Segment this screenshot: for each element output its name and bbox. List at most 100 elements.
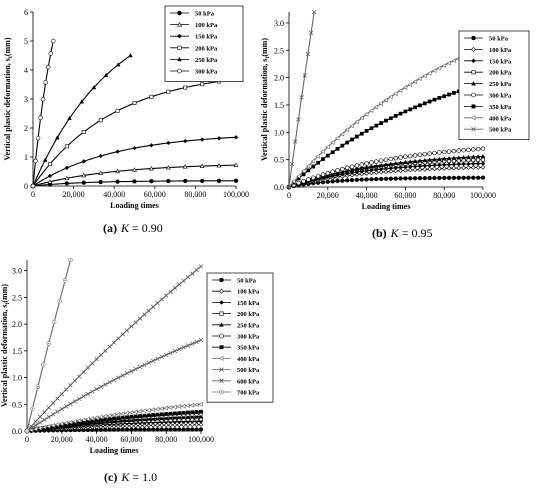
legend-label: 600 kPa [237, 378, 260, 385]
data-point [471, 175, 476, 180]
data-point [98, 170, 104, 175]
data-point [344, 127, 350, 133]
data-point [359, 171, 365, 177]
data-point [63, 420, 68, 426]
data-point [189, 414, 195, 419]
y-tick-label: 0.5 [12, 400, 22, 409]
data-point [290, 162, 295, 167]
data-point [98, 384, 104, 389]
data-point [89, 416, 95, 421]
data-point [64, 165, 70, 171]
data-point [373, 170, 379, 175]
data-point [190, 427, 195, 432]
legend-label: 500 kPa [489, 127, 512, 134]
data-point [398, 165, 403, 170]
data-point [168, 415, 173, 420]
data-point [37, 420, 43, 425]
x-tick-label: 80,000 [184, 190, 206, 199]
data-point [388, 176, 394, 181]
data-point [98, 352, 104, 358]
data-point [128, 53, 133, 58]
data-point [194, 339, 199, 345]
data-point [177, 411, 182, 415]
data-point [181, 278, 186, 283]
data-point [137, 423, 143, 428]
data-point [138, 414, 142, 418]
data-point [451, 155, 457, 160]
data-point [173, 411, 177, 416]
legend-marker [219, 311, 224, 316]
data-point [296, 180, 301, 186]
data-point [480, 164, 486, 170]
data-point [133, 427, 138, 432]
data-point [132, 101, 137, 105]
data-point [301, 179, 306, 184]
data-point [432, 150, 437, 156]
data-point [311, 164, 316, 169]
data-point [325, 170, 330, 176]
data-point [422, 175, 427, 181]
data-point [305, 163, 311, 169]
data-point [461, 158, 466, 163]
data-point [164, 352, 169, 358]
data-point [456, 155, 462, 160]
data-point [451, 148, 457, 154]
data-point [43, 80, 48, 85]
data-point [403, 109, 408, 114]
data-point [374, 123, 379, 128]
data-point [388, 161, 394, 166]
y-tick-label: 6 [24, 8, 28, 17]
data-point [124, 328, 130, 333]
legend-marker [219, 277, 224, 283]
data-point [446, 60, 451, 66]
data-point [432, 163, 437, 168]
data-point [403, 164, 408, 170]
data-point [35, 136, 41, 141]
data-point [30, 406, 35, 411]
data-point [320, 172, 326, 177]
legend-label: 100 kPa [195, 22, 218, 29]
data-point [194, 414, 199, 419]
data-point [172, 422, 178, 428]
legend-label: 50 kPa [237, 278, 257, 285]
data-point [340, 143, 345, 148]
data-point [233, 162, 239, 167]
data-point [172, 415, 178, 420]
data-point [168, 411, 173, 416]
data-point [151, 358, 156, 363]
data-point [168, 422, 173, 428]
data-point [359, 165, 365, 171]
data-point [111, 340, 117, 345]
data-point [164, 412, 169, 416]
data-point [330, 169, 335, 174]
data-point [340, 178, 345, 183]
y-tick-label: 1.0 [12, 374, 22, 383]
legend: 50 kPa 100 kPa 150 kPa 200 kPa 250 kPa 300 kP… [458, 30, 530, 140]
data-point [194, 410, 199, 414]
data-point [181, 345, 186, 350]
data-point [475, 154, 481, 159]
data-point [35, 384, 41, 389]
data-point [183, 85, 188, 90]
data-point [299, 95, 304, 100]
data-point [461, 155, 466, 160]
data-point [412, 164, 418, 169]
data-point [349, 167, 355, 172]
data-point [50, 423, 55, 428]
data-point [442, 94, 447, 99]
x-tick-label: 0 [31, 190, 35, 199]
legend-marker [219, 300, 224, 305]
data-point [422, 101, 427, 106]
data-point [369, 164, 374, 169]
data-point [149, 166, 154, 171]
data-point [432, 157, 437, 162]
data-point [398, 155, 403, 160]
data-point [94, 357, 99, 362]
series-50-kpa [30, 178, 239, 189]
data-point [59, 406, 64, 412]
data-point [57, 298, 62, 304]
data-point [339, 131, 345, 137]
data-point [480, 175, 486, 180]
data-point [59, 421, 64, 427]
